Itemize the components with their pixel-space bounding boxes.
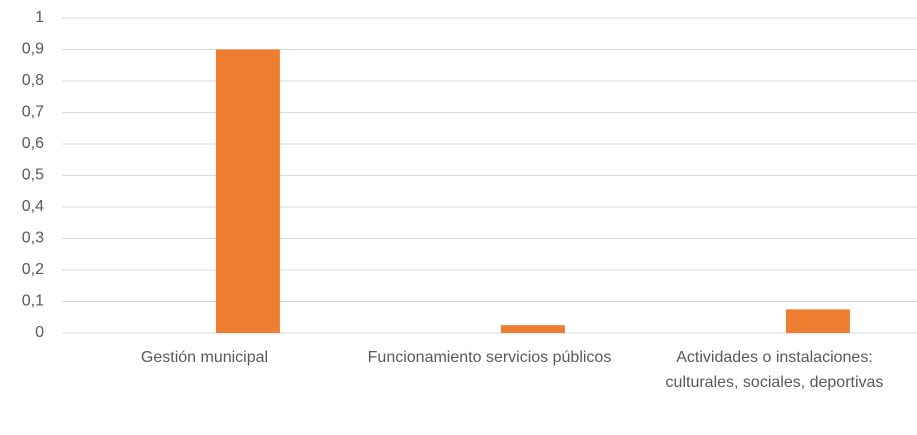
y-tick-label: 0,8 xyxy=(22,72,44,89)
y-tick-label: 0,5 xyxy=(22,167,44,184)
y-tick-label: 0,6 xyxy=(22,135,44,152)
x-tick-label: Funcionamiento servicios públicos xyxy=(367,349,612,366)
y-tick-label: 0,3 xyxy=(22,230,44,247)
bar xyxy=(500,325,565,333)
bar xyxy=(785,309,850,333)
y-tick-label: 0,1 xyxy=(22,293,44,310)
x-tick-label: Actividades o instalaciones: culturales,… xyxy=(665,349,884,391)
y-tick-label: 0,4 xyxy=(22,198,44,215)
y-tick-label: 1 xyxy=(35,9,44,26)
bar xyxy=(215,49,280,333)
y-tick-label: 0,9 xyxy=(22,41,44,58)
y-tick-label: 0,7 xyxy=(22,104,44,121)
y-tick-label: 0 xyxy=(35,324,44,341)
x-tick-label: Gestión municipal xyxy=(140,349,269,366)
y-tick-label: 0,2 xyxy=(22,261,44,278)
